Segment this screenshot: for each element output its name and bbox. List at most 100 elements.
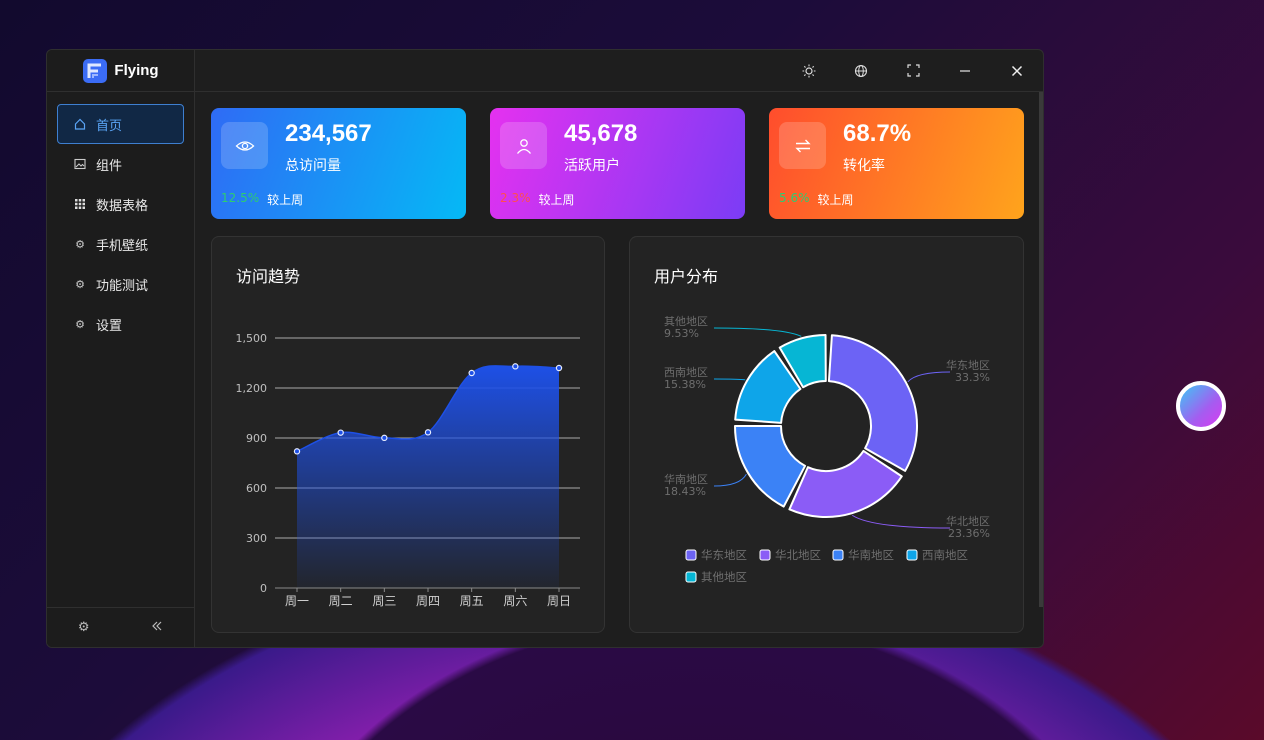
fullscreen-icon[interactable] [887,50,939,92]
sidebar-item-home[interactable]: 首页 [57,104,184,144]
swap-icon [779,122,826,169]
legend-swatch [906,549,918,561]
y-tick-label: 1,500 [236,332,268,345]
stat-label: 转化率 [843,158,885,174]
home-icon [74,118,86,130]
data-point [381,434,388,442]
brand: Flying [47,50,194,92]
sidebar-item-data-table[interactable]: 数据表格 [57,184,184,224]
close-icon[interactable] [991,50,1043,92]
panel-title: 用户分布 [654,267,719,286]
stat-change: 2.3% [500,191,531,205]
legend-label: 西南地区 [922,548,968,562]
data-point [424,429,432,436]
legend-label: 华北地区 [775,548,821,562]
minimize-icon[interactable] [939,50,991,92]
pie-slice [778,334,827,389]
stat-change: 12.5% [221,191,260,205]
pie-slice [788,449,903,518]
y-tick-label: 600 [246,482,267,495]
eye-icon [221,122,268,169]
app-name: Flying [114,62,159,79]
x-tick-label: 周一 [285,594,309,608]
stat-compare: 较上周 [817,193,854,207]
sidebar-item-label: 功能测试 [96,278,149,294]
sidebar-item-settings[interactable]: ⚙ 设置 [57,304,184,344]
slice-percent-label: 23.36% [948,527,990,540]
slice-percent-label: 18.43% [664,485,706,498]
sun-icon[interactable] [783,50,835,92]
label-line [851,514,951,529]
stat-footer: 5.6% 较上周 [779,191,854,208]
stat-card-conversion: 68.7% 转化率 5.6% 较上周 [769,108,1024,219]
gear-icon: ⚙ [75,237,85,251]
slice-name-label: 华东地区 [946,358,990,372]
legend-swatch [832,549,844,561]
sidebar-item-wallpaper[interactable]: ⚙ 手机壁纸 [57,224,184,264]
sidebar-item-components[interactable]: 组件 [57,144,184,184]
user-icon [500,122,547,169]
stat-card-visits: 234,567 总访问量 12.5% 较上周 [211,108,466,219]
area-fill [297,365,559,588]
pie-slice [733,424,807,508]
x-tick-label: 周日 [547,594,571,608]
stat-card-active-users: 45,678 活跃用户 2.3% 较上周 [490,108,745,219]
trend-chart: 0 300 600 900 1,200 1,500 周一 周二 周三 周四 周五 周六 周日 [236,332,580,608]
slice-percent-label: 33.3% [955,371,990,384]
label-line [713,327,802,337]
gear-icon: ⚙ [75,317,85,331]
sidebar-item-feature-test[interactable]: ⚙ 功能测试 [57,264,184,304]
data-point [512,363,519,370]
scrollbar[interactable] [1039,92,1043,607]
stat-value: 68.7% [843,120,912,147]
sidebar-item-label: 手机壁纸 [96,238,149,254]
x-tick-label: 周五 [460,594,484,608]
stat-compare: 较上周 [538,193,575,207]
sidebar-item-label: 设置 [96,318,123,334]
stat-label: 总访问量 [285,158,341,174]
floating-ball-button[interactable] [1176,381,1226,431]
data-point [293,448,301,455]
title-bar [195,50,1043,92]
data-point [337,429,344,436]
gear-icon[interactable]: ⚙ [77,620,90,635]
y-tick-label: 900 [246,432,267,445]
globe-icon[interactable] [835,50,887,92]
x-tick-label: 周三 [372,594,396,608]
label-line [713,473,747,487]
data-point [468,369,475,377]
x-tick-label: 周二 [329,594,353,608]
legend-swatch [685,549,697,561]
legend-label: 其他地区 [701,570,747,584]
stat-compare: 较上周 [267,193,304,207]
sidebar-item-label: 组件 [96,158,123,174]
stat-footer: 12.5% 较上周 [221,191,303,208]
stat-change: 5.6% [779,191,810,205]
sidebar-item-label: 数据表格 [96,198,149,214]
slice-name-label: 华北地区 [946,514,990,528]
stat-value: 45,678 [564,120,638,147]
trend-panel: 访问趋势 0 300 600 900 1,200 1,500 周一 周二 周三 周四 周五 周六 周日 [211,236,605,633]
gear-icon: ⚙ [75,277,85,291]
sidebar: Flying 首页 组件 数据表格 ⚙ [47,50,195,647]
app-window: Flying 首页 组件 数据表格 ⚙ [46,49,1044,648]
image-icon [74,158,86,170]
y-tick-label: 1,200 [236,382,268,395]
slice-percent-label: 9.53% [664,327,699,340]
slice-name-label: 其他地区 [664,315,708,328]
legend-swatch [685,571,697,583]
legend-swatch [759,549,771,561]
main-content: 234,567 总访问量 12.5% 较上周 45,678 活跃用户 2.3% … [195,92,1043,647]
x-tick-label: 周四 [416,594,440,608]
double-chevron-left-icon[interactable] [151,620,163,636]
label-line [713,378,746,381]
label-line [907,371,951,383]
data-point [555,364,563,372]
legend-label: 华东地区 [701,548,747,562]
flying-logo-icon [83,58,108,83]
slice-name-label: 西南地区 [664,366,708,379]
stat-value: 234,567 [285,120,372,147]
slice-name-label: 华南地区 [664,472,708,486]
y-tick-label: 0 [260,582,267,595]
sidebar-menu: 首页 组件 数据表格 ⚙ 手机壁纸 ⚙ 功能测试 [47,92,194,356]
